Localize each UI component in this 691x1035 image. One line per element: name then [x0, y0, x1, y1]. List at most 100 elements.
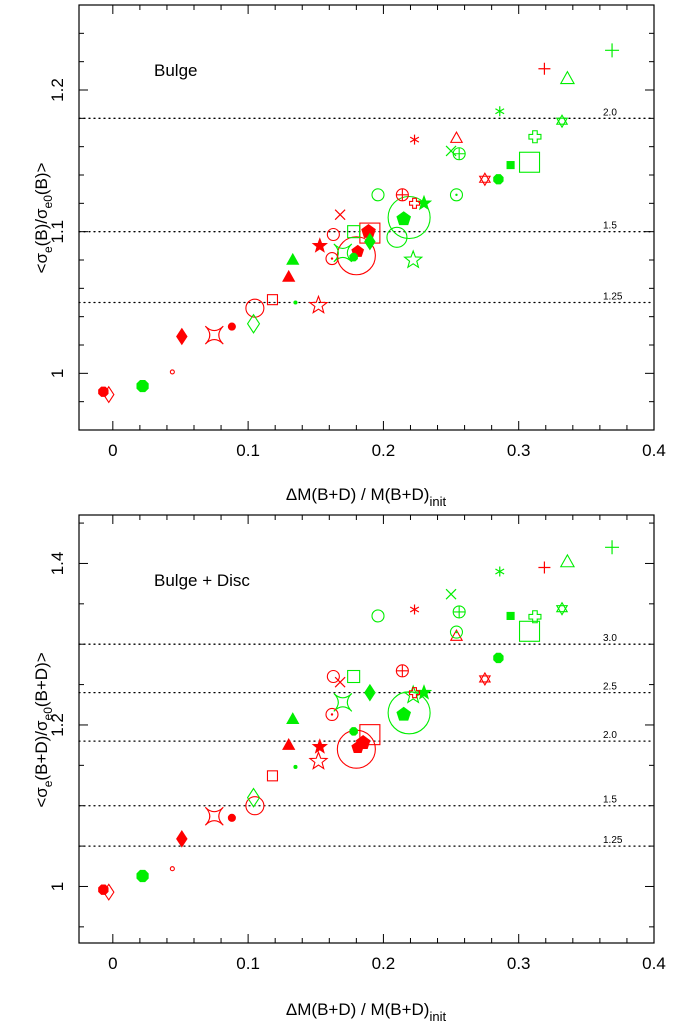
data-point-triangle [282, 738, 296, 750]
data-point-circle [169, 866, 175, 872]
data-point-square [359, 724, 381, 746]
data-point-astroid [204, 325, 224, 345]
circle-plus-cross [396, 188, 409, 201]
data-point-hexagram [478, 671, 492, 687]
data-point-triangle [449, 131, 464, 143]
x-tick-label: 0.3 [507, 441, 531, 460]
data-point-circle-dot [325, 707, 339, 722]
y-tick-label: 1.4 [48, 552, 67, 576]
data-point-star [308, 750, 329, 770]
data-point-star [403, 249, 424, 269]
data-point-octagon [349, 727, 358, 736]
data-point-hexagram [478, 172, 492, 187]
data-point-circle [293, 764, 298, 770]
hexagram-down-part [555, 117, 569, 129]
y-tick-label: 1 [48, 369, 67, 378]
x-tick-label: 0 [108, 441, 117, 460]
panel-annotation: Bulge + Disc [154, 571, 250, 590]
panel-bulge: Bulge ΔM(B+D) / M(B+D)init <σe(B)/σe0(B)… [32, 4, 666, 509]
data-point-octagon [349, 252, 358, 262]
data-point-plus [605, 540, 620, 555]
hexagram-up-part [555, 114, 569, 125]
data-point-circle-plus [452, 147, 466, 161]
data-point-astroid [333, 692, 353, 712]
hexagram-up-part [478, 172, 492, 183]
circle-dot-center [455, 193, 458, 197]
circle-dot-center [330, 257, 334, 260]
data-points [98, 540, 620, 901]
data-point-circle-plus [452, 605, 466, 619]
x-tick-label: 0.1 [236, 441, 260, 460]
circle-plus-cross [396, 664, 409, 677]
x-tick-label: 0.2 [372, 441, 396, 460]
data-point-square [347, 669, 361, 684]
data-point-circle [371, 609, 385, 623]
x-axis-label: ΔM(B+D) / M(B+D)init [286, 1000, 447, 1024]
data-point-diamond [246, 787, 261, 808]
data-point-circle [169, 369, 175, 375]
y-axis-label: <σe(B+D)/σe0(B+D)> [32, 652, 55, 807]
data-point-hexagram [555, 601, 569, 616]
data-point-circle-plus [395, 188, 409, 202]
hexagram-down-part [478, 175, 492, 187]
reference-line-label: 1.25 [603, 292, 623, 303]
data-point-cross [445, 588, 457, 600]
data-point-circle [386, 226, 408, 248]
circle-dot-ring [449, 625, 464, 639]
data-point-pentagon [396, 211, 412, 226]
data-point-cross [445, 145, 457, 157]
data-point-square [506, 161, 515, 170]
data-point-octagon [136, 379, 149, 393]
data-point-plus [538, 62, 551, 75]
data-point-circle-plus [395, 664, 409, 678]
data-point-cross [334, 209, 346, 221]
data-point-pentagon [396, 706, 412, 721]
data-point-hexagram [555, 114, 569, 129]
data-point-square [347, 225, 361, 239]
reference-line-label: 1.25 [603, 835, 623, 846]
circle-plus-cross [453, 605, 466, 618]
x-tick-label: 0.3 [507, 954, 531, 973]
data-point-asterisk [409, 604, 420, 615]
x-tick-label: 0.4 [642, 954, 666, 973]
data-point-triangle [286, 712, 300, 725]
data-point-octagon [136, 869, 149, 883]
panel-annotation: Bulge [154, 61, 197, 80]
reference-line-label: 2.0 [603, 730, 617, 741]
data-point-circle-dot [325, 252, 339, 266]
data-point-plus [605, 43, 620, 58]
circle-dot-ring [325, 252, 339, 266]
hexagram-up-part [555, 601, 569, 613]
reference-line-label: 3.0 [603, 633, 617, 644]
data-point-cross-pattee [408, 197, 421, 209]
reference-line-label: 1.5 [603, 795, 617, 806]
data-point-circle [227, 322, 236, 331]
plot-frame [78, 4, 655, 431]
circle-dot-ring [325, 707, 339, 722]
panel-bulge-disc: Bulge + Disc ΔM(B+D) / M(B+D)init <σe(B+… [32, 514, 666, 1024]
x-tick-label: 0.4 [642, 441, 666, 460]
data-point-circle [245, 796, 265, 816]
reference-line-label: 2.0 [603, 107, 617, 118]
data-point-diamond [364, 683, 376, 702]
x-axis-label: ΔM(B+D) / M(B+D)init [286, 485, 447, 509]
reference-line-label: 2.5 [603, 682, 617, 693]
data-point-diamond [176, 830, 188, 848]
data-point-asterisk [409, 134, 420, 145]
y-tick-label: 1.2 [48, 78, 67, 102]
data-point-triangle [449, 629, 464, 641]
data-point-star [308, 294, 329, 314]
x-tick-label: 0.1 [236, 954, 260, 973]
y-axis-label: <σe(B)/σe0(B)> [32, 162, 55, 273]
circle-plus-cross [453, 147, 466, 160]
hexagram-up-part [478, 671, 492, 683]
data-point-circle [227, 813, 236, 822]
data-point-square [506, 611, 515, 620]
data-point-plus [538, 561, 551, 574]
data-point-triangle [559, 553, 575, 568]
data-point-triangle [282, 269, 296, 282]
data-point-diamond [364, 232, 376, 251]
x-tick-label: 0 [108, 954, 117, 973]
